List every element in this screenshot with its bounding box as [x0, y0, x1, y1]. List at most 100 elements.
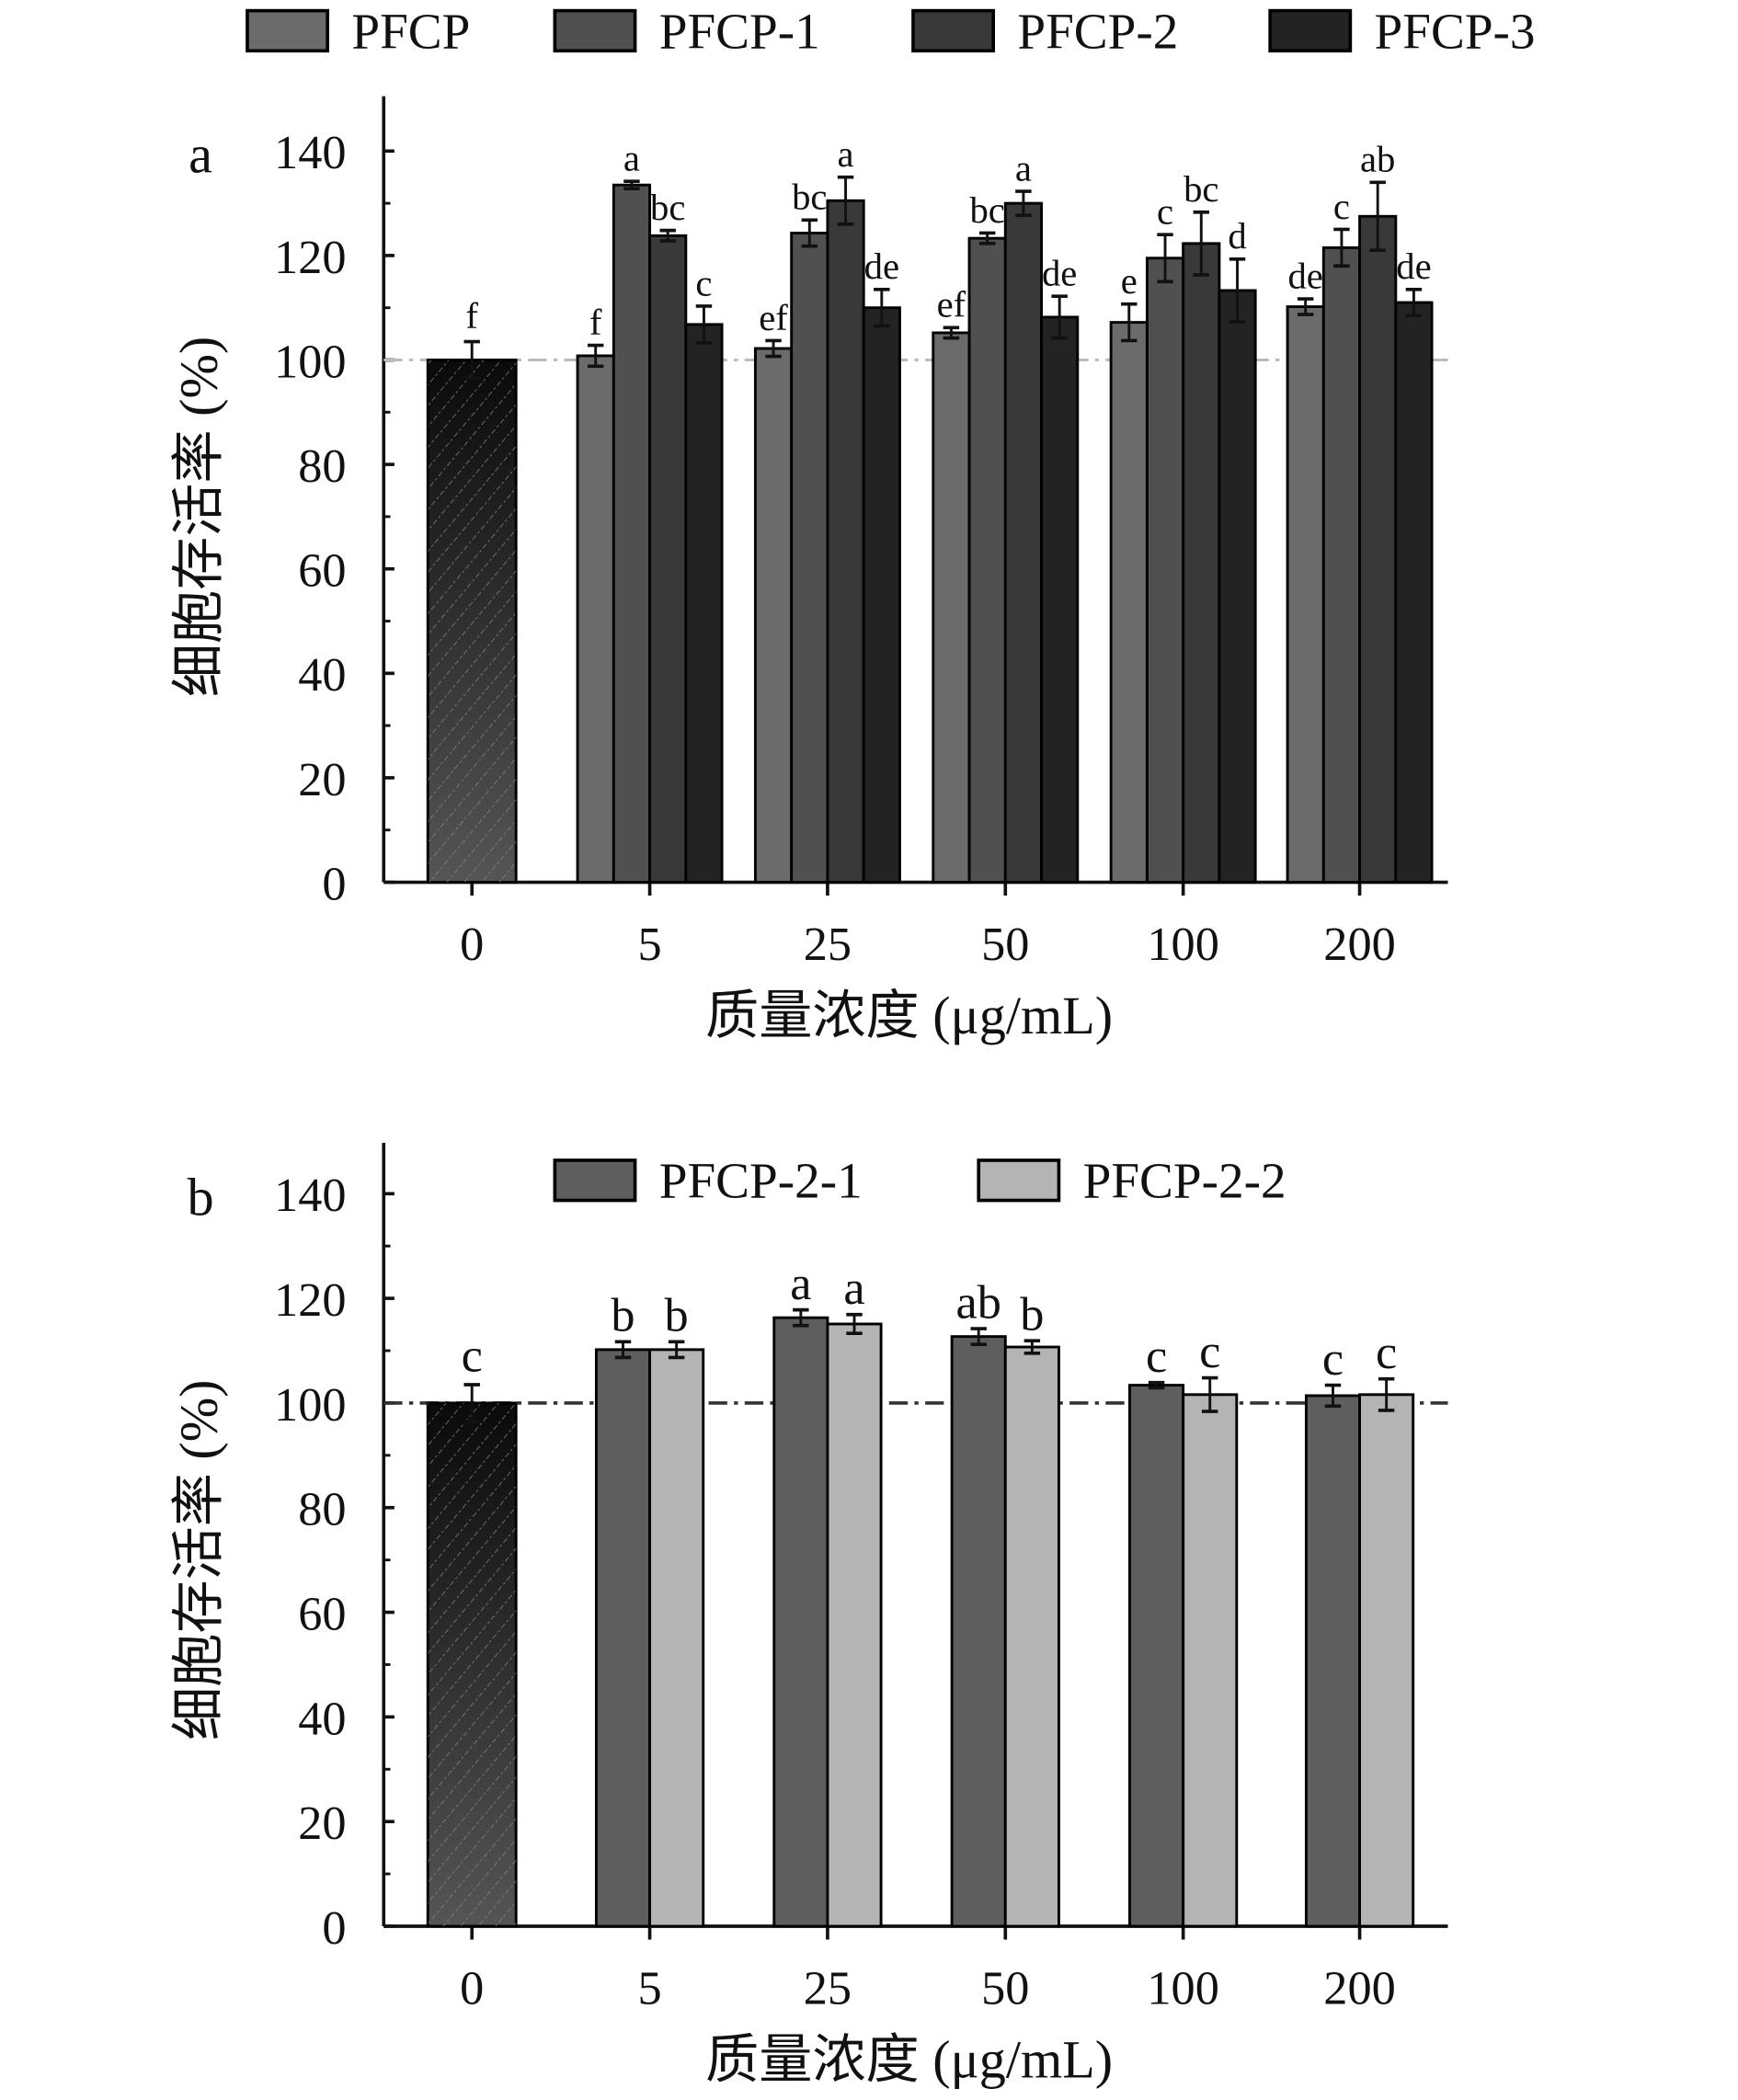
- x-tick-label: 5: [637, 918, 661, 971]
- bar-pfcp-1: [790, 232, 829, 884]
- y-axis-label: 细胞存活率 (%): [169, 1379, 229, 1740]
- significance-label: ab: [1360, 139, 1395, 180]
- significance-label: c: [1199, 1325, 1220, 1378]
- bar-control-hatch: [428, 360, 517, 883]
- significance-label: a: [843, 1261, 864, 1315]
- bar-pfcp-2: [1182, 242, 1221, 884]
- x-tick-label: 200: [1323, 1961, 1395, 2014]
- significance-label: b: [1020, 1288, 1044, 1341]
- bar-pfcp: [932, 331, 971, 884]
- significance-label: c: [1157, 191, 1173, 233]
- significance-label: bc: [969, 189, 1004, 231]
- significance-label: bc: [1183, 168, 1218, 210]
- significance-label: e: [1121, 260, 1138, 302]
- significance-label: ef: [937, 284, 966, 325]
- x-tick-label: 25: [804, 1961, 852, 2014]
- bar-pfcp: [576, 354, 615, 884]
- x-tick-label: 0: [460, 918, 484, 971]
- y-tick-label: 40: [298, 648, 346, 702]
- significance-label: de: [1287, 255, 1322, 296]
- y-tick-label: 60: [298, 544, 346, 598]
- legend-label: PFCP-3: [1375, 3, 1536, 59]
- bar-pfcp-2-1: [950, 1335, 1007, 1928]
- bar-pfcp-3: [1394, 301, 1434, 884]
- y-axis-label: 细胞存活率 (%): [169, 337, 229, 697]
- bar-pfcp-3: [684, 323, 724, 884]
- x-tick-label: 0: [460, 1961, 484, 2014]
- significance-label: ab: [956, 1275, 1001, 1329]
- x-tick-label: 5: [637, 1961, 661, 2014]
- bar-pfcp-2-2: [1358, 1393, 1415, 1928]
- significance-label: de: [1396, 245, 1431, 287]
- significance-label: c: [462, 1329, 483, 1382]
- legend-swatch: [553, 1158, 637, 1203]
- legend-label: PFCP-2-1: [659, 1153, 863, 1209]
- y-tick-label: 20: [298, 1797, 346, 1850]
- y-tick-label: 0: [322, 1901, 346, 1955]
- significance-label: bc: [650, 187, 685, 228]
- significance-label: de: [1042, 253, 1077, 294]
- x-axis-label: 质量浓度 (μg/mL): [705, 2029, 1113, 2089]
- bar-pfcp: [1286, 305, 1325, 884]
- significance-label: c: [1322, 1332, 1344, 1386]
- panel-b: 0 20 40 60 80 100 120 140 0 5 25 50 100 200 质量浓度 (μg/m…: [169, 1143, 1448, 2089]
- significance-label: d: [1228, 215, 1246, 257]
- x-tick-label: 100: [1147, 918, 1218, 971]
- significance-label: a: [623, 138, 640, 179]
- bar-pfcp-2-1: [1128, 1384, 1185, 1928]
- y-tick-label: 120: [274, 231, 346, 284]
- significance-label: b: [611, 1289, 635, 1342]
- x-tick-label: 50: [981, 918, 1029, 971]
- bar-pfcp-1: [612, 183, 652, 884]
- significance-label: a: [1015, 147, 1032, 188]
- significance-label: f: [589, 302, 602, 343]
- y-tick-label: 100: [274, 335, 346, 388]
- bar-pfcp-2: [826, 199, 865, 884]
- bar-pfcp-2-2: [1003, 1345, 1060, 1928]
- significance-label: c: [1146, 1330, 1167, 1383]
- legend-swatch: [553, 8, 637, 53]
- legend-swatch: [246, 8, 330, 53]
- panel-a: 0 20 40 60 80 100 120 140 0 5 25 50 100 200 质量浓度 (μg/m…: [169, 3, 1536, 1044]
- y-tick-label: 120: [274, 1273, 346, 1327]
- y-tick-label: 80: [298, 439, 346, 493]
- significance-label: bc: [792, 177, 827, 218]
- significance-label: c: [1333, 186, 1350, 227]
- bar-pfcp: [1109, 321, 1149, 884]
- legend-label: PFCP-2-2: [1083, 1153, 1286, 1209]
- y-tick-label: 0: [322, 857, 346, 910]
- x-tick-label: 100: [1147, 1961, 1218, 2014]
- bar-pfcp-2-1: [594, 1348, 652, 1928]
- legend-swatch: [1268, 8, 1353, 53]
- bar-pfcp-2-2: [648, 1348, 705, 1928]
- significance-label: b: [665, 1289, 689, 1342]
- y-tick-label: 20: [298, 753, 346, 806]
- bar-control-hatch: [428, 1402, 517, 1926]
- bar-pfcp-1: [1145, 257, 1185, 884]
- significance-label: c: [1376, 1326, 1397, 1379]
- bar-pfcp-1: [1321, 245, 1362, 884]
- y-tick-label: 140: [274, 126, 346, 179]
- y-tick-label: 100: [274, 1378, 346, 1432]
- significance-label: c: [695, 262, 712, 303]
- bar-pfcp: [753, 347, 794, 884]
- legend-swatch: [911, 8, 996, 53]
- legend-label: PFCP: [351, 3, 470, 59]
- bar-pfcp-2: [1358, 214, 1398, 884]
- panel-label: b: [188, 1168, 214, 1227]
- y-tick-label: 140: [274, 1169, 346, 1222]
- bar-pfcp-2: [1003, 201, 1043, 884]
- legend-label: PFCP-2: [1017, 3, 1178, 59]
- significance-label: a: [790, 1257, 811, 1310]
- bar-pfcp-1: [967, 236, 1007, 884]
- y-tick-label: 40: [298, 1692, 346, 1745]
- significance-label: f: [465, 295, 478, 337]
- bar-pfcp-3: [1040, 315, 1080, 884]
- y-tick-label: 80: [298, 1483, 346, 1536]
- bar-pfcp-2: [648, 234, 688, 884]
- significance-label: de: [864, 245, 899, 287]
- bar-pfcp-2-1: [1304, 1394, 1362, 1928]
- significance-label: ef: [759, 297, 788, 338]
- bar-pfcp-3: [862, 306, 901, 884]
